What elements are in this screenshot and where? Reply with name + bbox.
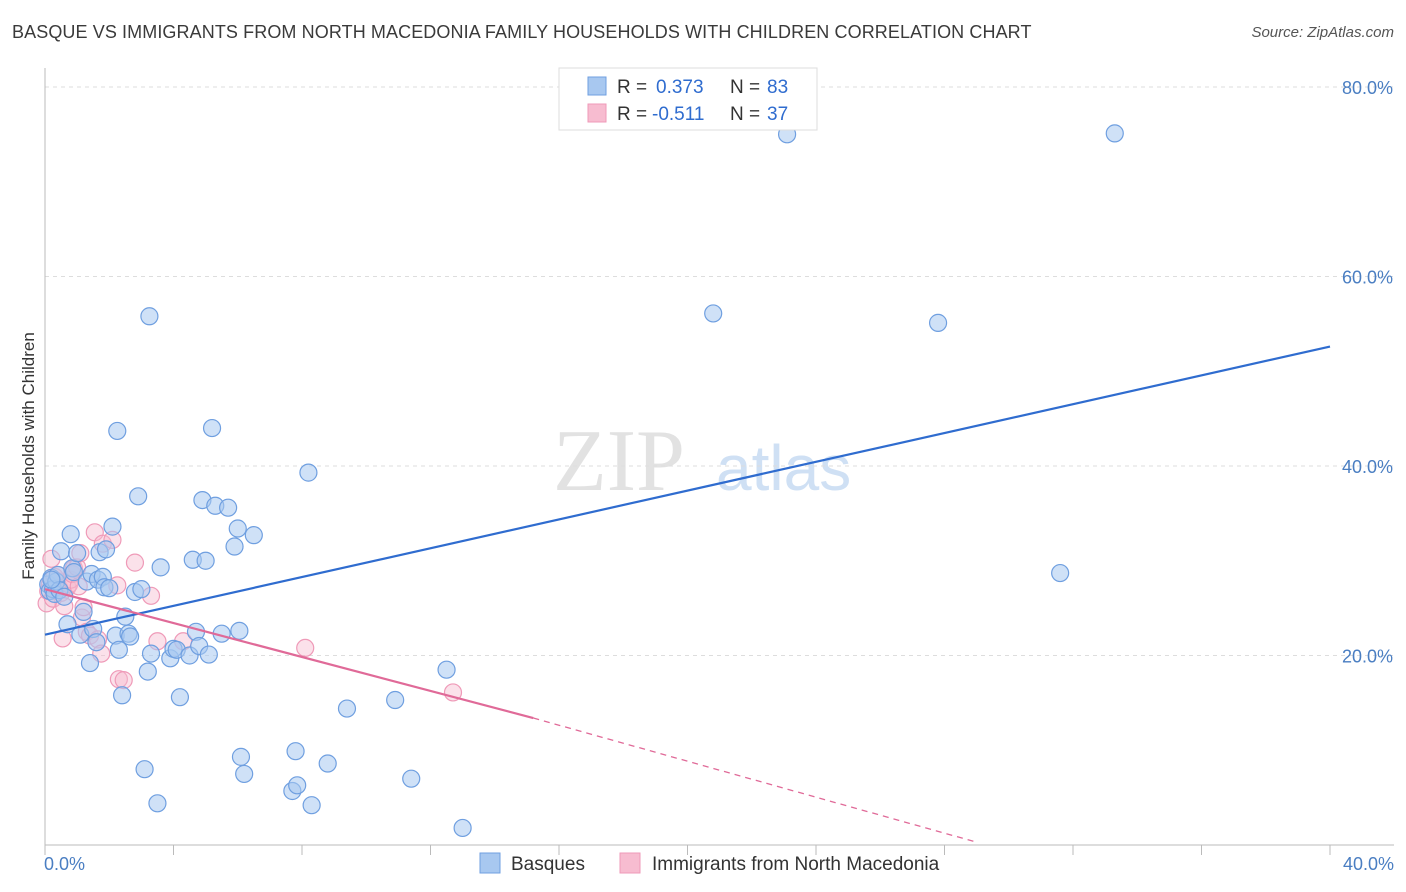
data-point-basques bbox=[196, 551, 215, 570]
data-point-basques bbox=[299, 463, 318, 482]
series-legend: Basques Immigrants from North Macedonia bbox=[479, 852, 940, 875]
data-point-basques bbox=[704, 304, 723, 323]
data-point-basques bbox=[103, 517, 122, 536]
trend-line-north-macedonia bbox=[44, 588, 534, 720]
legend-n-value-north-macedonia: 37 bbox=[767, 104, 788, 125]
data-point-north-macedonia bbox=[296, 638, 315, 658]
data-point-basques bbox=[51, 542, 71, 561]
data-point-basques bbox=[318, 754, 337, 773]
data-point-north-macedonia bbox=[114, 671, 133, 690]
data-point-basques bbox=[112, 686, 132, 705]
y-tick-label: 40.0% bbox=[1342, 457, 1393, 477]
bottom-legend-swatch-basques bbox=[479, 852, 501, 874]
y-tick-labels: 20.0% 40.0% 60.0% 80.0% bbox=[1342, 78, 1393, 667]
data-point-basques bbox=[108, 421, 127, 441]
axes bbox=[44, 68, 1394, 846]
x-tick-label-min: 0.0% bbox=[44, 854, 85, 874]
data-point-north-macedonia bbox=[125, 553, 145, 572]
data-point-basques bbox=[288, 776, 307, 795]
data-point-basques bbox=[109, 640, 128, 659]
y-tick-label: 80.0% bbox=[1342, 78, 1393, 98]
legend-swatch-north-macedonia bbox=[587, 103, 607, 123]
trend-line-north-macedonia-extension bbox=[533, 717, 977, 843]
data-point-basques bbox=[100, 579, 119, 598]
legend-r-value-north-macedonia: -0.511 bbox=[652, 104, 704, 125]
legend-swatch-basques bbox=[587, 76, 607, 96]
trend-line-basques bbox=[44, 345, 1331, 636]
data-point-basques bbox=[453, 818, 472, 838]
x-tick-label-max: 40.0% bbox=[1343, 854, 1394, 874]
data-point-basques bbox=[170, 688, 190, 707]
series-basques-points bbox=[39, 124, 1124, 838]
legend-r-value-basques: 0.373 bbox=[656, 77, 704, 98]
data-point-basques bbox=[244, 526, 263, 545]
x-ticks bbox=[44, 845, 1331, 855]
data-point-basques bbox=[199, 645, 218, 664]
source-label: Source: ZipAtlas.com bbox=[1251, 24, 1394, 41]
bottom-legend-label-basques: Basques bbox=[511, 854, 585, 875]
data-point-basques bbox=[135, 760, 154, 779]
data-point-basques bbox=[1105, 124, 1124, 143]
data-point-basques bbox=[42, 570, 61, 589]
stats-legend: R = 0.373 N = 83 R = -0.511 N = 37 bbox=[558, 67, 818, 131]
data-point-basques bbox=[302, 796, 321, 815]
data-point-basques bbox=[437, 660, 456, 679]
data-point-basques bbox=[235, 764, 254, 784]
data-point-basques bbox=[61, 525, 80, 544]
data-point-basques bbox=[68, 544, 87, 563]
data-point-basques bbox=[228, 519, 247, 538]
data-point-basques bbox=[96, 540, 116, 559]
data-point-basques bbox=[219, 498, 238, 517]
data-point-basques bbox=[386, 690, 405, 710]
y-tick-label: 60.0% bbox=[1342, 267, 1393, 287]
data-point-basques bbox=[337, 699, 357, 718]
y-axis-title: Family Households with Children bbox=[19, 332, 38, 580]
legend-n-label-basques: N = bbox=[730, 77, 760, 98]
legend-n-label-north-macedonia: N = bbox=[730, 104, 760, 125]
data-point-basques bbox=[87, 633, 106, 652]
data-point-basques bbox=[230, 621, 249, 640]
data-point-basques bbox=[64, 563, 84, 582]
data-point-basques bbox=[286, 742, 305, 761]
legend-r-label-north-macedonia: R = bbox=[617, 104, 647, 125]
data-point-basques bbox=[402, 769, 421, 788]
data-point-basques bbox=[129, 487, 148, 506]
trend-lines bbox=[44, 345, 1331, 843]
data-point-basques bbox=[138, 662, 157, 681]
bottom-legend-swatch-north-macedonia bbox=[619, 852, 641, 874]
data-point-basques bbox=[1051, 563, 1070, 583]
bottom-legend-label-north-macedonia: Immigrants from North Macedonia bbox=[652, 854, 940, 875]
data-point-basques bbox=[121, 627, 140, 646]
data-point-basques bbox=[140, 307, 159, 326]
chart-title: BASQUE VS IMMIGRANTS FROM NORTH MACEDONI… bbox=[12, 22, 1032, 42]
watermark-zip: ZIP bbox=[553, 413, 685, 510]
data-point-basques bbox=[928, 313, 948, 332]
data-point-basques bbox=[202, 418, 222, 438]
grid-lines bbox=[45, 86, 1394, 656]
data-point-basques bbox=[148, 794, 167, 813]
legend-r-label-basques: R = bbox=[617, 77, 647, 98]
data-point-basques bbox=[132, 580, 151, 599]
data-point-basques bbox=[231, 747, 251, 766]
data-point-basques bbox=[80, 653, 100, 673]
y-tick-label: 20.0% bbox=[1342, 646, 1393, 666]
data-point-basques bbox=[74, 602, 93, 622]
data-point-basques bbox=[151, 558, 170, 577]
data-point-basques bbox=[225, 537, 244, 556]
legend-n-value-basques: 83 bbox=[767, 77, 788, 98]
data-point-basques bbox=[141, 644, 161, 663]
